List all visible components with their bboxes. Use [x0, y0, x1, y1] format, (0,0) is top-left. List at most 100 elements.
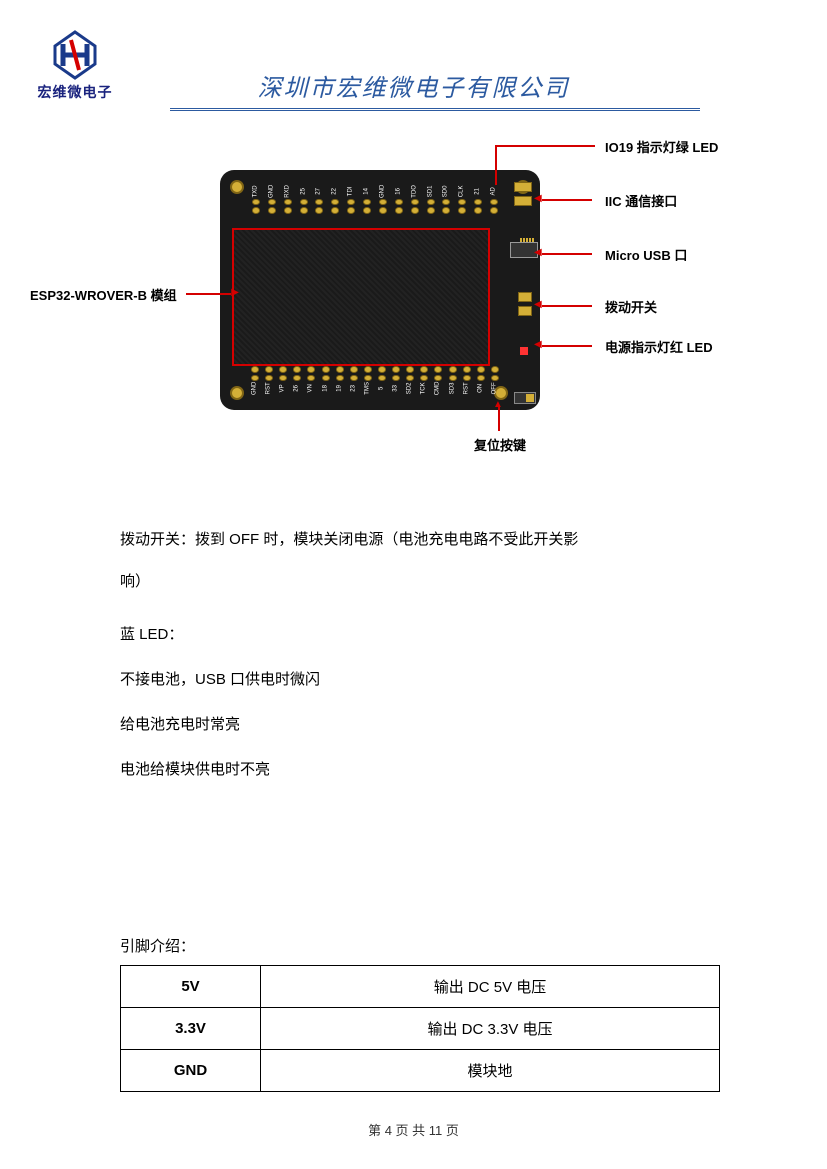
pin: VP	[278, 366, 288, 394]
pin-label: SD3	[447, 386, 458, 392]
pin-label: SD2	[405, 386, 416, 392]
pin: 25	[298, 186, 310, 214]
pin: RST	[264, 366, 274, 394]
pin-label: 26	[292, 386, 303, 392]
pin-label: 22	[330, 188, 341, 194]
pin-name: 3.3V	[121, 1008, 261, 1050]
pin: TDO	[409, 186, 421, 214]
pin-name: GND	[121, 1050, 261, 1092]
pin: 23	[349, 366, 359, 394]
pin-label: GND	[378, 188, 389, 194]
pin-row-top: TXDGNDRXD252722TDI14GND16TDOSD1SD0CLK21A…	[250, 186, 500, 214]
page-footer: 第 4 页 共 11 页	[0, 1120, 827, 1139]
pin-label: RXD	[282, 188, 293, 194]
pin: 27	[314, 186, 326, 214]
callout-line	[542, 345, 592, 347]
iic-port	[514, 196, 532, 206]
callout-line	[542, 305, 592, 307]
pin-label: VN	[306, 386, 317, 392]
pin: SD3	[448, 366, 458, 394]
pin: 21	[472, 186, 484, 214]
logo-text: 宏维微电子	[30, 82, 120, 102]
pin: SD2	[405, 366, 415, 394]
pin-label: 18	[320, 386, 331, 392]
paragraph-charging: 给电池充电时常亮	[120, 705, 240, 744]
wrover-module-outline	[232, 228, 490, 366]
pin-label: RST	[461, 386, 472, 392]
pin-label: SD0	[441, 188, 452, 194]
callout-line	[542, 253, 592, 255]
pin: 18	[321, 366, 331, 394]
pcb-diagram: TXDGNDRXD252722TDI14GND16TDOSD1SD0CLK21A…	[80, 145, 760, 455]
paragraph-switch: 拨动开关：拨到 OFF 时，模块关闭电源（电池充电电路不受此开关影	[120, 520, 710, 559]
pin-label: 27	[314, 188, 325, 194]
pin: TXD	[250, 186, 262, 214]
pin-label: CMD	[433, 386, 444, 392]
callout-module: ESP32-WROVER-B 模组	[30, 285, 177, 304]
pin-label: TXD	[251, 188, 262, 194]
toggle-switch-pad	[518, 292, 532, 302]
pin: GND	[250, 366, 260, 394]
pin-label: 14	[362, 188, 373, 194]
pin: 33	[391, 366, 401, 394]
pin: TDI	[345, 186, 357, 214]
pin: 5	[377, 366, 387, 394]
company-logo-icon	[45, 30, 105, 80]
pin-label: GND	[266, 188, 277, 194]
pin: GND	[377, 186, 389, 214]
paragraph-blue-led-title: 蓝 LED：	[120, 615, 183, 654]
pin-desc: 模块地	[261, 1050, 720, 1092]
led-red	[520, 347, 528, 355]
pin-label: 25	[298, 188, 309, 194]
pin-label: 19	[334, 386, 345, 392]
mounting-hole	[230, 386, 244, 400]
page-header: 宏维微电子 深圳市宏维微电子有限公司	[0, 30, 827, 130]
pin-label: RST	[264, 386, 275, 392]
pin-desc: 输出 DC 3.3V 电压	[261, 1008, 720, 1050]
pin-label: 5	[377, 386, 388, 392]
callout-iic: IIC 通信接口	[605, 191, 677, 210]
callout-reset: 复位按键	[474, 435, 526, 454]
callout-switch: 拨动开关	[605, 297, 657, 316]
pin-label: TMS	[363, 386, 374, 392]
callout-red-led: 电源指示灯红 LED	[605, 337, 713, 356]
mounting-hole	[230, 180, 244, 194]
callout-green-led: IO19 指示灯绿 LED	[605, 137, 718, 156]
callout-line	[495, 145, 595, 147]
pin-label: SD1	[425, 188, 436, 194]
paragraph-usb-flash: 不接电池，USB 口供电时微闪	[120, 660, 320, 699]
pin: 16	[393, 186, 405, 214]
pin: RST	[462, 366, 472, 394]
pin-label: ON	[475, 386, 486, 392]
pin: 19	[335, 366, 345, 394]
table-row: 5V 输出 DC 5V 电压	[121, 966, 720, 1008]
pin: CLK	[456, 186, 468, 214]
pin: RXD	[282, 186, 294, 214]
pin-label: GND	[250, 386, 261, 392]
pin: 22	[329, 186, 341, 214]
pin-table: 5V 输出 DC 5V 电压 3.3V 输出 DC 3.3V 电压 GND 模块…	[120, 965, 720, 1092]
pin: VN	[306, 366, 316, 394]
table-row: GND 模块地	[121, 1050, 720, 1092]
callout-line	[542, 199, 592, 201]
right-components	[496, 182, 536, 398]
pin: SD1	[425, 186, 437, 214]
callout-usb: Micro USB 口	[605, 245, 687, 264]
paragraph-battery-power: 电池给模块供电时不亮	[120, 750, 270, 789]
pin-label: TCK	[419, 386, 430, 392]
pin-desc: 输出 DC 5V 电压	[261, 966, 720, 1008]
pin-label: 23	[348, 386, 359, 392]
callout-line	[495, 145, 497, 185]
callout-line	[498, 407, 500, 431]
pin-row-bottom: GNDRSTVP26VN181923TMS533SD2TCKCMDSD3RSTO…	[250, 366, 500, 394]
pin: SD0	[441, 186, 453, 214]
pin: 14	[361, 186, 373, 214]
power-switch	[514, 392, 536, 404]
callout-line	[186, 293, 231, 295]
pin-name: 5V	[121, 966, 261, 1008]
company-title: 深圳市宏维微电子有限公司	[258, 68, 570, 103]
pin: CMD	[433, 366, 443, 394]
table-row: 3.3V 输出 DC 3.3V 电压	[121, 1008, 720, 1050]
pin-label: 21	[473, 188, 484, 194]
pin: ON	[476, 366, 486, 394]
